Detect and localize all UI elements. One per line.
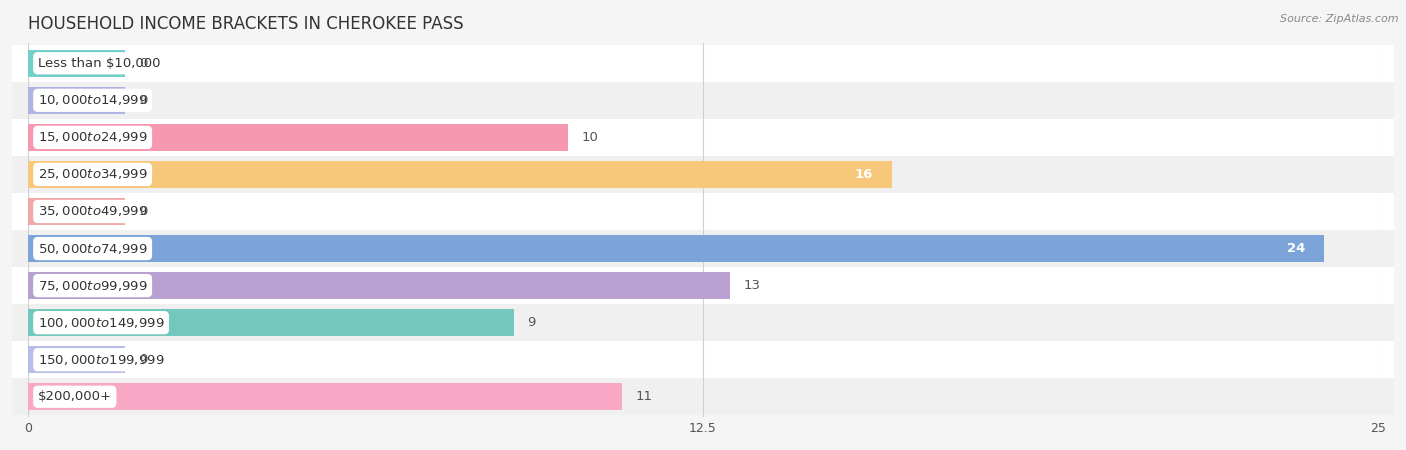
Text: $35,000 to $49,999: $35,000 to $49,999	[38, 204, 148, 219]
Text: $15,000 to $24,999: $15,000 to $24,999	[38, 130, 148, 144]
Bar	[28, 309, 515, 336]
FancyBboxPatch shape	[11, 193, 1395, 230]
Text: Source: ZipAtlas.com: Source: ZipAtlas.com	[1281, 14, 1399, 23]
Text: $200,000+: $200,000+	[38, 390, 112, 403]
Bar	[28, 161, 891, 188]
Bar	[28, 383, 621, 410]
Bar	[28, 198, 125, 225]
Text: 0: 0	[139, 57, 148, 70]
FancyBboxPatch shape	[11, 230, 1395, 267]
Bar	[28, 235, 1324, 262]
Text: 11: 11	[636, 390, 652, 403]
Text: HOUSEHOLD INCOME BRACKETS IN CHEROKEE PASS: HOUSEHOLD INCOME BRACKETS IN CHEROKEE PA…	[28, 15, 464, 33]
FancyBboxPatch shape	[11, 267, 1395, 304]
Bar	[28, 50, 125, 76]
FancyBboxPatch shape	[11, 82, 1395, 119]
Text: 16: 16	[855, 168, 873, 181]
Bar	[28, 272, 730, 299]
FancyBboxPatch shape	[11, 378, 1395, 415]
FancyBboxPatch shape	[11, 119, 1395, 156]
Text: $75,000 to $99,999: $75,000 to $99,999	[38, 279, 148, 292]
FancyBboxPatch shape	[11, 156, 1395, 193]
Text: 9: 9	[527, 316, 536, 329]
Text: $150,000 to $199,999: $150,000 to $199,999	[38, 353, 165, 367]
FancyBboxPatch shape	[11, 341, 1395, 378]
Text: $50,000 to $74,999: $50,000 to $74,999	[38, 242, 148, 256]
FancyBboxPatch shape	[11, 304, 1395, 341]
Text: $100,000 to $149,999: $100,000 to $149,999	[38, 315, 165, 330]
Text: 10: 10	[582, 131, 599, 144]
Text: 0: 0	[139, 353, 148, 366]
Bar	[28, 87, 125, 114]
Bar	[28, 346, 125, 373]
Text: 13: 13	[744, 279, 761, 292]
FancyBboxPatch shape	[11, 45, 1395, 82]
Text: Less than $10,000: Less than $10,000	[38, 57, 160, 70]
Text: $25,000 to $34,999: $25,000 to $34,999	[38, 167, 148, 181]
Text: 0: 0	[139, 94, 148, 107]
Bar	[28, 124, 568, 151]
Text: 24: 24	[1286, 242, 1305, 255]
Text: $10,000 to $14,999: $10,000 to $14,999	[38, 93, 148, 107]
Text: 0: 0	[139, 205, 148, 218]
